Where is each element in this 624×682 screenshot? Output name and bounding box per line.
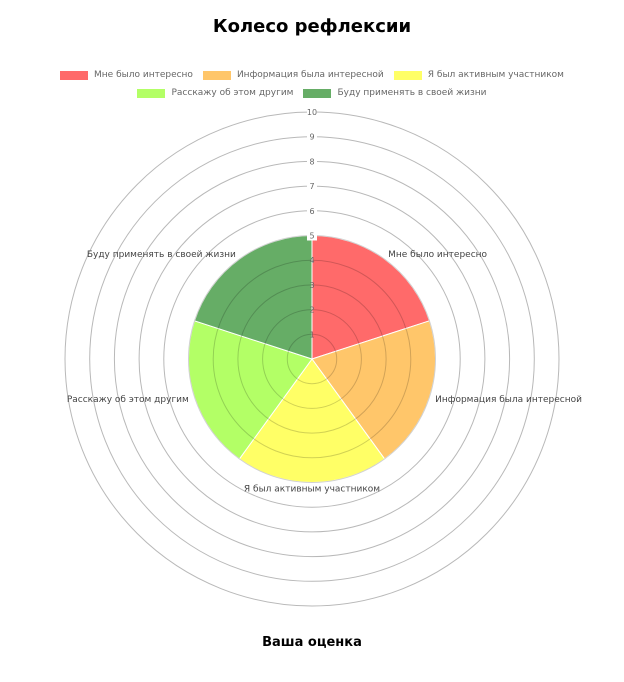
tick-backdrop bbox=[307, 131, 317, 142]
segments bbox=[188, 234, 436, 483]
legend-item[interactable]: Буду применять в своей жизни bbox=[303, 88, 487, 98]
category-label: Буду применять в своей жизни bbox=[87, 250, 236, 260]
tick-labels: 1 2 3 4 5 6 7 8 9 10 bbox=[307, 107, 317, 339]
grid-circle bbox=[237, 284, 387, 434]
axis-title: Ваша оценка bbox=[262, 635, 362, 650]
category-label: Информация была интересной bbox=[435, 395, 582, 405]
tick-backdrop bbox=[307, 230, 317, 241]
legend-label: Буду применять в своей жизни bbox=[337, 88, 487, 98]
polar-segment[interactable] bbox=[188, 320, 313, 460]
legend-label: Я был активным участником bbox=[427, 70, 564, 80]
tick-label: 3 bbox=[309, 281, 314, 290]
tick-backdrop bbox=[307, 181, 317, 192]
legend-row-2: Расскажу об этом другим Буду применять в… bbox=[0, 88, 624, 98]
legend-label: Расскажу об этом другим bbox=[171, 88, 294, 98]
tick-label: 8 bbox=[309, 157, 314, 166]
tick-label: 10 bbox=[307, 108, 317, 117]
legend-label: Информация была интересной bbox=[236, 70, 384, 80]
chart-title: Колесо рефлексии bbox=[212, 16, 412, 37]
legend-item[interactable]: Информация была интересной bbox=[202, 70, 384, 80]
grid-circle bbox=[262, 309, 362, 409]
legend-item[interactable]: Расскажу об этом другим bbox=[137, 88, 293, 98]
legend-swatch bbox=[303, 88, 332, 98]
tick-label: 9 bbox=[309, 133, 314, 142]
grid-circle bbox=[212, 259, 412, 459]
grid-circle bbox=[286, 333, 338, 385]
polar-segment[interactable] bbox=[311, 234, 431, 360]
polar-segment[interactable] bbox=[238, 358, 386, 483]
legend-row-1: Мне было интересно Информация была интер… bbox=[0, 70, 624, 80]
tick-label: 5 bbox=[309, 232, 314, 241]
category-label: Расскажу об этом другим bbox=[67, 395, 189, 405]
tick-label: 2 bbox=[309, 306, 314, 315]
category-labels: Мне было интересно Информация была интере… bbox=[67, 250, 582, 494]
tick-label: 4 bbox=[309, 256, 314, 265]
legend-swatch bbox=[60, 70, 89, 80]
legend-swatch bbox=[393, 70, 422, 80]
category-label: Мне было интересно bbox=[388, 250, 487, 260]
legend-label: Мне было интересно bbox=[94, 70, 193, 80]
tick-backdrop bbox=[307, 156, 317, 167]
category-label: Я был активным участником bbox=[244, 485, 380, 495]
legend-item[interactable]: Я был активным участником bbox=[393, 70, 564, 80]
polar-segment[interactable] bbox=[311, 320, 436, 460]
tick-backdrop bbox=[307, 205, 317, 216]
polar-segment[interactable] bbox=[193, 234, 313, 360]
legend-swatch bbox=[137, 88, 166, 98]
tick-label: 7 bbox=[309, 182, 314, 191]
tick-backdrop bbox=[307, 107, 317, 117]
legend-item[interactable]: Мне было интересно bbox=[60, 70, 193, 80]
tick-label: 6 bbox=[309, 207, 314, 216]
tick-label: 1 bbox=[309, 330, 314, 339]
legend-swatch bbox=[202, 70, 231, 80]
